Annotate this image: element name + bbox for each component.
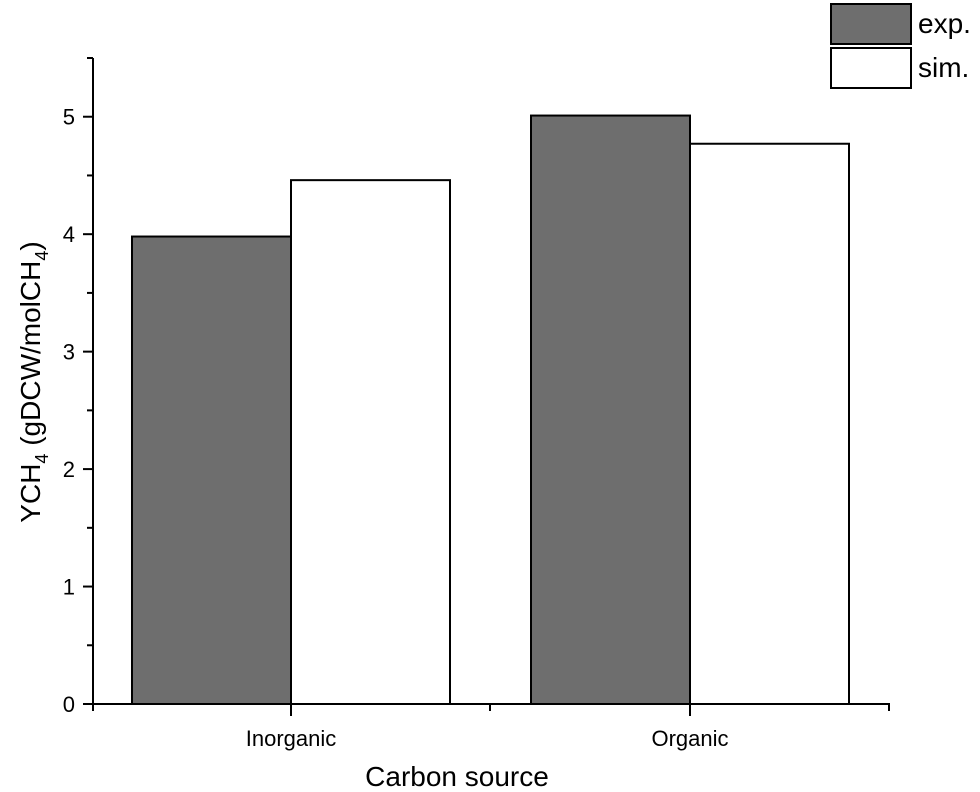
y-tick-label: 2 — [63, 457, 75, 482]
y-ticks: 0 1 2 3 4 5 — [63, 57, 93, 717]
bars-layer — [131, 114, 850, 706]
x-tick-label-organic: Organic — [651, 726, 728, 751]
y-tick-label: 0 — [63, 692, 75, 717]
legend-swatch-sim — [830, 47, 912, 89]
y-axis-label-main: YCH — [15, 464, 46, 523]
y-tick-label: 3 — [63, 340, 75, 365]
y-axis-label-main-sub: 4 — [32, 454, 52, 464]
x-axis-label: Carbon source — [365, 761, 549, 792]
x-ticks: Inorganic Organic — [92, 704, 890, 751]
y-axis-label-unit-suffix: ) — [15, 241, 46, 250]
legend-label-sim: sim. — [918, 52, 969, 83]
y-tick-label: 4 — [63, 222, 75, 247]
legend-swatch-exp — [830, 3, 912, 45]
bar-inorganic-exp — [131, 235, 292, 705]
y-tick-label: 1 — [63, 575, 75, 600]
legend-label-exp: exp. — [918, 8, 971, 39]
y-tick-label: 5 — [63, 105, 75, 130]
legend: exp. sim. — [830, 3, 971, 89]
bar-inorganic-sim — [290, 179, 451, 706]
bar-organic-sim — [689, 142, 850, 705]
y-axis-label-unit-sub: 4 — [32, 251, 52, 261]
y-axis-label-unit-prefix: (gDCW/molCH — [15, 261, 46, 454]
y-axis-label: YCH4 (gDCW/molCH4) — [15, 241, 52, 522]
x-tick-label-inorganic: Inorganic — [246, 726, 337, 751]
bar-organic-exp — [530, 114, 691, 705]
